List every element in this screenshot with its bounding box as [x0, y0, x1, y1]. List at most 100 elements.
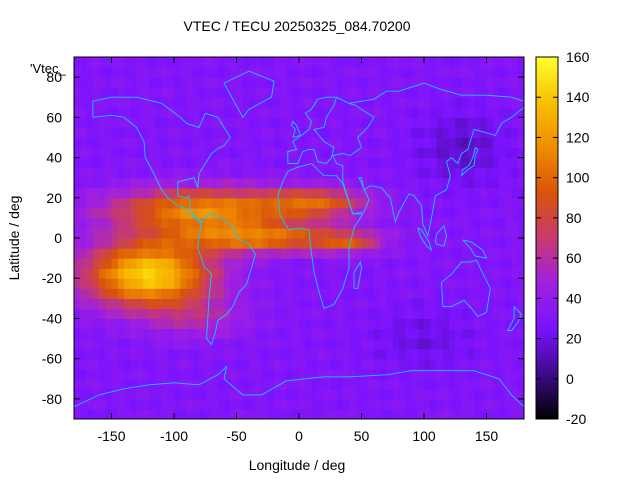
- heatmap-cell: [411, 278, 419, 289]
- heatmap-cell: [211, 308, 219, 320]
- heatmap-cell: [142, 207, 150, 219]
- heatmap-cell: [174, 278, 181, 289]
- heatmap-cell: [155, 288, 163, 299]
- heatmap-cell: [430, 268, 438, 279]
- heatmap-cell: [230, 278, 238, 289]
- heatmap-cell: [474, 398, 481, 410]
- heatmap-cell: [461, 248, 469, 259]
- heatmap-cell: [80, 388, 88, 400]
- coastline-asia: [332, 82, 524, 238]
- heatmap-cell: [461, 318, 469, 330]
- heatmap-cell: [174, 127, 181, 139]
- heatmap-cell: [224, 288, 231, 299]
- heatmap-cell: [161, 57, 169, 68]
- heatmap-cell: [467, 238, 475, 249]
- heatmap-cell: [342, 348, 350, 360]
- heatmap-cell: [380, 167, 388, 179]
- heatmap-cell: [199, 278, 206, 289]
- heatmap-cell: [449, 298, 456, 309]
- heatmap-cell: [324, 137, 331, 149]
- heatmap-cell: [399, 378, 406, 390]
- heatmap-cell: [424, 348, 431, 360]
- heatmap-cell: [124, 77, 131, 88]
- heatmap-cell: [374, 137, 381, 149]
- heatmap-cell: [99, 127, 106, 139]
- heatmap-cell: [311, 318, 319, 330]
- heatmap-cell: [255, 288, 263, 299]
- heatmap-cell: [336, 197, 344, 209]
- heatmap-cell: [186, 388, 194, 400]
- heatmap-cell: [480, 298, 488, 309]
- heatmap-cell: [80, 147, 88, 159]
- heatmap-cell: [180, 328, 188, 340]
- heatmap-cell: [311, 248, 319, 259]
- heatmap-cell: [511, 348, 519, 360]
- colorbar-tick-label: 20: [566, 331, 582, 347]
- heatmap-cell: [330, 368, 338, 380]
- heatmap-cell: [405, 408, 413, 419]
- heatmap-cell: [111, 197, 119, 209]
- heatmap-cell: [511, 408, 519, 419]
- heatmap-cell: [136, 278, 144, 289]
- heatmap-cell: [336, 147, 344, 159]
- heatmap-cell: [86, 268, 94, 279]
- heatmap-cell: [392, 157, 400, 169]
- heatmap-cell: [367, 197, 375, 209]
- heatmap-cell: [324, 318, 331, 330]
- heatmap-cell: [436, 368, 444, 380]
- heatmap-cell: [330, 127, 338, 139]
- heatmap-cell: [242, 328, 250, 340]
- heatmap-cell: [224, 318, 231, 330]
- heatmap-cell: [424, 117, 431, 128]
- heatmap-cell: [292, 77, 300, 88]
- heatmap-cell: [367, 227, 375, 239]
- heatmap-cell: [211, 167, 219, 179]
- heatmap-cell: [386, 358, 394, 370]
- heatmap-cell: [167, 167, 175, 179]
- heatmap-cell: [249, 187, 256, 199]
- heatmap-cell: [324, 227, 331, 239]
- heatmap-cell: [236, 408, 244, 419]
- heatmap-cell: [442, 338, 450, 350]
- heatmap-cell: [99, 278, 106, 289]
- heatmap-cell: [280, 227, 288, 239]
- heatmap-cell: [167, 77, 175, 88]
- heatmap-cell: [74, 137, 81, 149]
- heatmap-cell: [117, 248, 125, 259]
- heatmap-cell: [417, 177, 425, 189]
- colorbar-tick-label: 0: [566, 371, 574, 387]
- heatmap-cell: [399, 227, 406, 239]
- heatmap-cell: [74, 117, 81, 128]
- heatmap-cell: [105, 248, 113, 259]
- heatmap-cell: [274, 328, 281, 340]
- heatmap-cell: [399, 197, 406, 209]
- heatmap-cell: [149, 87, 156, 98]
- heatmap-cell: [330, 248, 338, 259]
- heatmap-cell: [261, 288, 269, 299]
- heatmap-cell: [105, 157, 113, 169]
- heatmap-cell: [167, 288, 175, 299]
- heatmap-cell: [449, 227, 456, 239]
- heatmap-cell: [124, 258, 131, 269]
- heatmap-cell: [180, 338, 188, 350]
- heatmap-cell: [517, 87, 524, 98]
- heatmap-cell: [117, 167, 125, 179]
- heatmap-cell: [261, 107, 269, 118]
- heatmap-cell: [461, 117, 469, 128]
- heatmap-cell: [105, 197, 113, 209]
- heatmap-cell: [217, 348, 225, 360]
- heatmap-cell: [86, 288, 94, 299]
- heatmap-cell: [311, 217, 319, 229]
- heatmap-cell: [386, 328, 394, 340]
- heatmap-cell: [317, 258, 325, 269]
- heatmap-cell: [380, 127, 388, 139]
- heatmap-cell: [205, 358, 213, 370]
- heatmap-cell: [467, 77, 475, 88]
- heatmap-cell: [474, 87, 481, 98]
- heatmap-cell: [286, 248, 294, 259]
- heatmap-cell: [180, 117, 188, 128]
- heatmap-cell: [511, 358, 519, 370]
- heatmap-cell: [111, 408, 119, 419]
- heatmap-cell: [349, 278, 356, 289]
- heatmap-cell: [324, 97, 331, 108]
